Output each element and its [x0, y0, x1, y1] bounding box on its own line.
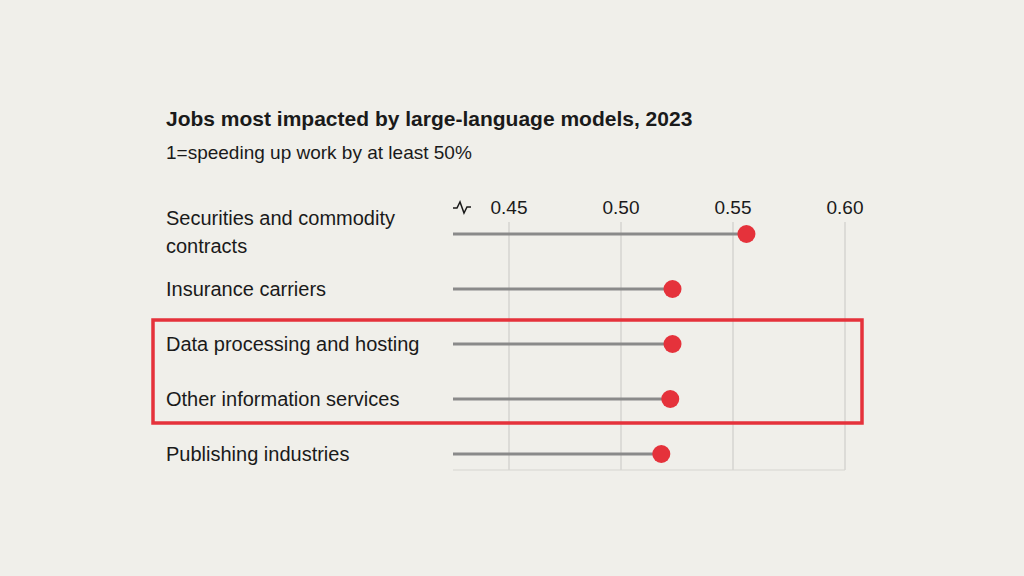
category-label: Insurance carriers: [166, 278, 326, 300]
category-label-line: Insurance carriers: [166, 278, 326, 300]
tick-label: 0.55: [715, 197, 752, 218]
stem: [453, 343, 673, 346]
grid-line: [844, 222, 846, 470]
category-label-line: Other information services: [166, 388, 399, 410]
highlight-box: [153, 320, 862, 423]
tick-label: 0.50: [603, 197, 640, 218]
axis-break: [453, 202, 471, 213]
chart-svg: Jobs most impacted by large-language mod…: [0, 0, 1024, 576]
category-label-line: Publishing industries: [166, 443, 349, 465]
dot: [664, 335, 682, 353]
subtitle: 1=speeding up work by at least 50%: [166, 142, 472, 163]
category-label: Securities and commodity contracts: [166, 207, 395, 257]
dot: [737, 225, 755, 243]
category-label-line: Data processing and hosting: [166, 333, 420, 355]
grid-line: [732, 222, 734, 470]
tick-label: 0.60: [827, 197, 864, 218]
stem: [453, 453, 661, 456]
dot: [652, 445, 670, 463]
stem: [453, 398, 670, 401]
stem: [453, 233, 746, 236]
chart-root: Jobs most impacted by large-language mod…: [0, 0, 1024, 576]
dot: [664, 280, 682, 298]
dot: [661, 390, 679, 408]
title: Jobs most impacted by large-language mod…: [166, 107, 692, 130]
category-label: Data processing and hosting: [166, 333, 420, 355]
category-label: Other information services: [166, 388, 399, 410]
grid-line: [620, 222, 622, 470]
stem: [453, 288, 673, 291]
category-label-line: contracts: [166, 235, 247, 257]
category-label-line: Securities and commodity: [166, 207, 395, 229]
category-label: Publishing industries: [166, 443, 349, 465]
marks: [453, 225, 755, 463]
grid-line: [508, 222, 510, 470]
tick-label: 0.45: [491, 197, 528, 218]
axis-line: [453, 470, 845, 471]
background: [0, 0, 1024, 576]
